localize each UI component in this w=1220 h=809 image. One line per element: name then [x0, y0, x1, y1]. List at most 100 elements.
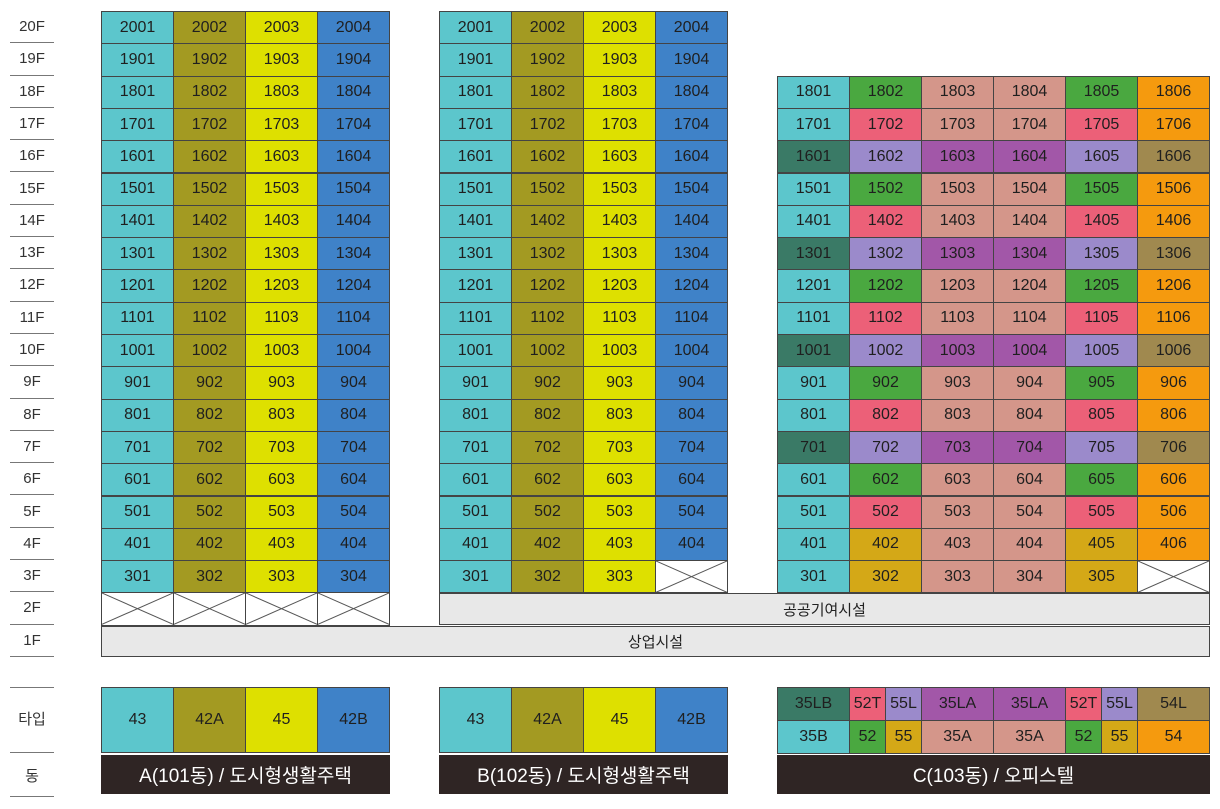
unit-cell: 403	[245, 527, 318, 562]
unit-cell: 302	[173, 560, 246, 594]
unit-cell: 1802	[173, 75, 246, 109]
unit-cell: 1802	[849, 75, 922, 109]
unit-cell: 1603	[921, 140, 994, 174]
unit-cell: 404	[993, 527, 1066, 562]
unit-cell: 1302	[511, 237, 584, 271]
unit-cell: 1501	[101, 172, 174, 206]
unit-cell: 1602	[173, 140, 246, 174]
unit-cell: 803	[245, 398, 318, 432]
unit-cell: 1302	[849, 237, 922, 271]
unit-cell: 2003	[245, 11, 318, 45]
unit-cell: 1705	[1065, 107, 1138, 142]
unit-cell: 704	[993, 430, 1066, 465]
unit-cell: 801	[439, 398, 512, 432]
floor-label: 8F	[10, 399, 54, 431]
unit-cell: 904	[993, 366, 1066, 400]
unit-cell: 1604	[655, 140, 728, 174]
type-cell: 35A	[921, 720, 994, 754]
unit-cell: 1502	[511, 172, 584, 206]
unit-cell: 1504	[317, 172, 390, 206]
unit-cell: 905	[1065, 366, 1138, 400]
empty-unit-cell	[655, 560, 728, 594]
unit-cell: 1605	[1065, 140, 1138, 174]
unit-cell: 1902	[511, 43, 584, 77]
unit-cell: 2001	[101, 11, 174, 45]
unit-cell: 301	[777, 560, 850, 594]
unit-cell: 1104	[655, 301, 728, 335]
unit-cell: 1001	[777, 334, 850, 368]
unit-cell: 806	[1137, 398, 1210, 432]
divider-line	[10, 796, 54, 797]
type-cell: 52T	[1065, 687, 1102, 721]
unit-cell: 704	[655, 430, 728, 465]
unit-cell: 1802	[511, 75, 584, 109]
unit-cell: 1303	[245, 237, 318, 271]
unit-cell: 1803	[583, 75, 656, 109]
unit-cell: 601	[101, 463, 174, 497]
unit-cell: 302	[849, 560, 922, 594]
unit-cell: 304	[317, 560, 390, 594]
unit-cell: 1405	[1065, 204, 1138, 239]
unit-cell: 1102	[173, 301, 246, 335]
unit-cell: 1302	[173, 237, 246, 271]
unit-cell: 804	[993, 398, 1066, 432]
floor-label: 14F	[10, 205, 54, 238]
unit-cell: 1006	[1137, 334, 1210, 368]
unit-cell: 1204	[655, 269, 728, 303]
unit-cell: 303	[583, 560, 656, 594]
unit-cell: 1506	[1137, 172, 1210, 206]
unit-cell: 903	[245, 366, 318, 400]
unit-cell: 901	[777, 366, 850, 400]
unit-cell: 2003	[583, 11, 656, 45]
unit-cell: 1603	[245, 140, 318, 174]
unit-cell: 301	[439, 560, 512, 594]
unit-cell: 703	[921, 430, 994, 465]
unit-cell: 505	[1065, 495, 1138, 529]
unit-cell: 504	[655, 495, 728, 529]
type-cell: 43	[439, 687, 512, 753]
floor-label: 15F	[10, 173, 54, 205]
unit-cell: 704	[317, 430, 390, 465]
unit-cell: 1502	[849, 172, 922, 206]
unit-cell: 1604	[993, 140, 1066, 174]
unit-cell: 1404	[317, 204, 390, 239]
unit-cell: 1403	[245, 204, 318, 239]
unit-cell: 906	[1137, 366, 1210, 400]
type-cell: 42B	[317, 687, 390, 753]
unit-cell: 1602	[849, 140, 922, 174]
unit-cell: 701	[101, 430, 174, 465]
unit-cell: 1703	[245, 107, 318, 142]
unit-cell: 1503	[921, 172, 994, 206]
unit-cell: 402	[173, 527, 246, 562]
unit-cell: 305	[1065, 560, 1138, 594]
unit-cell: 2002	[173, 11, 246, 45]
unit-cell: 904	[655, 366, 728, 400]
unit-cell: 703	[583, 430, 656, 465]
unit-cell: 401	[101, 527, 174, 562]
type-cell: 35A	[993, 720, 1066, 754]
unit-cell: 1101	[439, 301, 512, 335]
unit-cell: 901	[101, 366, 174, 400]
unit-cell: 1601	[439, 140, 512, 174]
commercial-facility-band: 상업시설	[101, 625, 1210, 657]
empty-2f-cell	[173, 592, 246, 626]
empty-2f-cell	[101, 592, 174, 626]
unit-cell: 1505	[1065, 172, 1138, 206]
unit-cell: 406	[1137, 527, 1210, 562]
unit-cell: 404	[655, 527, 728, 562]
unit-cell: 1805	[1065, 75, 1138, 109]
unit-cell: 805	[1065, 398, 1138, 432]
empty-2f-cell	[317, 592, 390, 626]
unit-cell: 2004	[317, 11, 390, 45]
unit-cell: 1104	[993, 301, 1066, 335]
unit-cell: 1004	[655, 334, 728, 368]
type-cell: 45	[583, 687, 656, 753]
unit-cell: 604	[655, 463, 728, 497]
unit-cell: 403	[921, 527, 994, 562]
unit-cell: 402	[511, 527, 584, 562]
unit-cell: 1203	[583, 269, 656, 303]
unit-cell: 1301	[101, 237, 174, 271]
unit-cell: 604	[993, 463, 1066, 497]
unit-cell: 1803	[921, 75, 994, 109]
unit-cell: 402	[849, 527, 922, 562]
